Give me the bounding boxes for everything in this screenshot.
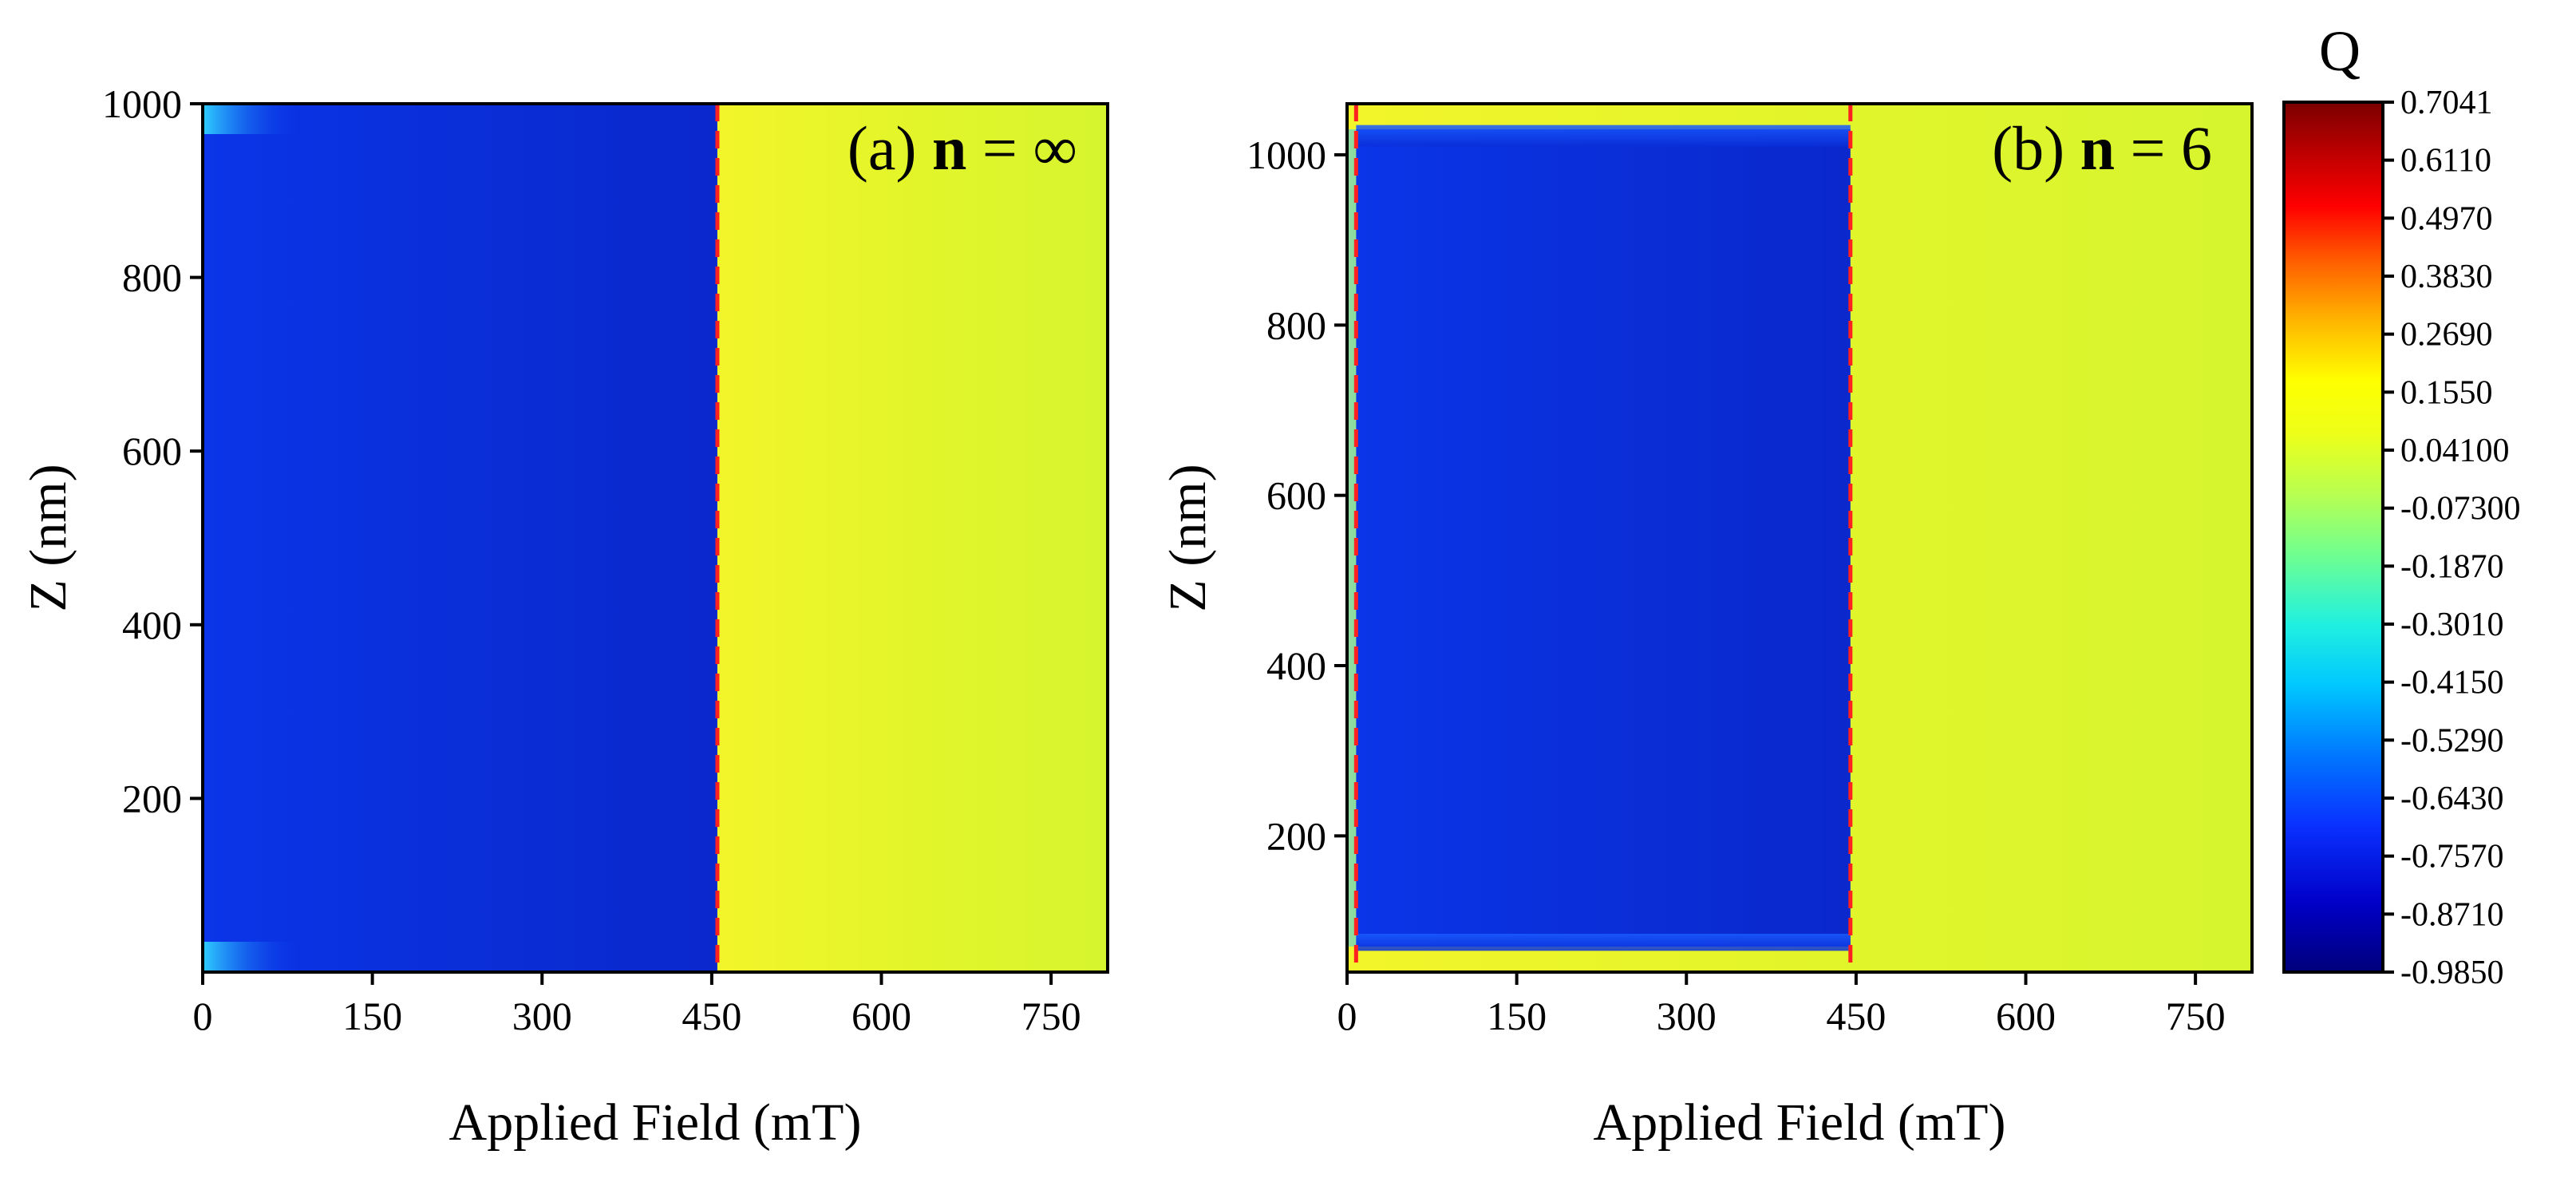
colorbar-gradient <box>2282 101 2384 974</box>
x-tick-label: 450 <box>1826 994 1886 1038</box>
x-tick-label: 300 <box>1657 994 1717 1038</box>
colorbar-title: Q <box>2319 19 2361 83</box>
colorbar-tick-label: 0.2690 <box>2400 317 2493 354</box>
y-tick-label: 200 <box>122 776 182 820</box>
panel-b-xlabel: Applied Field (mT) <box>1594 1093 2006 1152</box>
panel-b-ylabel: Z (nm) <box>1159 464 1217 611</box>
colorbar-tick-label: -0.1870 <box>2400 548 2504 585</box>
x-tick-label: 0 <box>1337 994 1357 1038</box>
panel-a-frame <box>201 102 1109 974</box>
colorbar-tick-label: 0.3830 <box>2400 259 2493 295</box>
colorbar-tick-label: -0.6430 <box>2400 781 2504 817</box>
panel-b-edge-top <box>1356 125 1851 147</box>
panel-b-y-ticks: 200 400 600 800 1000 <box>1247 132 1347 858</box>
panel-a-low-field-region <box>203 104 717 972</box>
panel-a-edge-top <box>203 104 298 134</box>
x-tick-label: 300 <box>512 994 572 1038</box>
panel-b-low-field-region <box>1356 129 1851 947</box>
y-tick-label: 1000 <box>102 81 182 126</box>
panel-a-title: (a) n = ∞ <box>847 113 1077 183</box>
colorbar-tick-label: 0.4970 <box>2400 200 2493 237</box>
panel-b-title: (b) n = 6 <box>1992 113 2212 183</box>
y-tick-label: 200 <box>1266 813 1326 858</box>
y-tick-label: 400 <box>122 603 182 647</box>
y-tick-label: 600 <box>122 429 182 473</box>
colorbar-tick-label: -0.9850 <box>2400 955 2504 991</box>
x-tick-label: 150 <box>342 994 402 1038</box>
panel-a-y-ticks: 200 400 600 800 1000 <box>102 81 203 820</box>
x-tick-label: 600 <box>1996 994 2056 1038</box>
x-tick-label: 450 <box>682 994 741 1038</box>
y-tick-label: 800 <box>1266 302 1326 347</box>
colorbar-tick-label: -0.5290 <box>2400 722 2504 759</box>
panel-b-x-ticks: 0 150 300 450 600 750 <box>1337 972 2226 1038</box>
colorbar-tick-label: 0.1550 <box>2400 374 2493 411</box>
colorbar-tick-label: 0.04100 <box>2400 433 2510 469</box>
x-tick-label: 750 <box>1021 994 1081 1038</box>
colorbar-tick-label: 0.7041 <box>2400 85 2493 121</box>
panel-b: 0 150 300 450 600 750 200 400 600 800 1000 (b) n … <box>1159 102 2254 1152</box>
x-tick-label: 150 <box>1487 994 1547 1038</box>
x-tick-label: 600 <box>851 994 911 1038</box>
panel-b-frame <box>1345 102 2254 974</box>
panel-a-ylabel: Z (nm) <box>19 464 77 611</box>
panel-a: 0 150 300 450 600 750 200 400 600 800 1000 (a) n … <box>19 81 1109 1152</box>
colorbar-tick-label: -0.4150 <box>2400 665 2504 702</box>
colorbar-tick-label: -0.3010 <box>2400 607 2504 643</box>
panel-a-x-ticks: 0 150 300 450 600 750 <box>193 972 1081 1038</box>
panel-a-edge-bottom <box>203 942 298 972</box>
colorbar-tick-label: -0.8710 <box>2400 896 2504 933</box>
y-tick-label: 1000 <box>1247 132 1326 177</box>
panel-a-high-field-region <box>717 104 1108 972</box>
x-tick-label: 750 <box>2166 994 2226 1038</box>
y-tick-label: 400 <box>1266 643 1326 688</box>
colorbar-tick-label: 0.6110 <box>2400 143 2491 180</box>
colorbar-tick-label: -0.7570 <box>2400 839 2504 876</box>
colorbar-ticks: 0.7041 0.6110 0.4970 0.3830 0.2690 0.1550 0.04… <box>2383 85 2521 991</box>
panel-a-xlabel: Applied Field (mT) <box>449 1093 862 1152</box>
colorbar-tick-label: -0.07300 <box>2400 491 2521 528</box>
y-tick-label: 800 <box>122 255 182 300</box>
x-tick-label: 0 <box>193 994 213 1038</box>
panel-b-edge-bottom <box>1356 934 1851 951</box>
panel-b-left-edge-strip <box>1347 129 1357 947</box>
y-tick-label: 600 <box>1266 473 1326 518</box>
colorbar: Q 0.70410.61100.49700.38300.26900.15500.… <box>2282 19 2521 991</box>
